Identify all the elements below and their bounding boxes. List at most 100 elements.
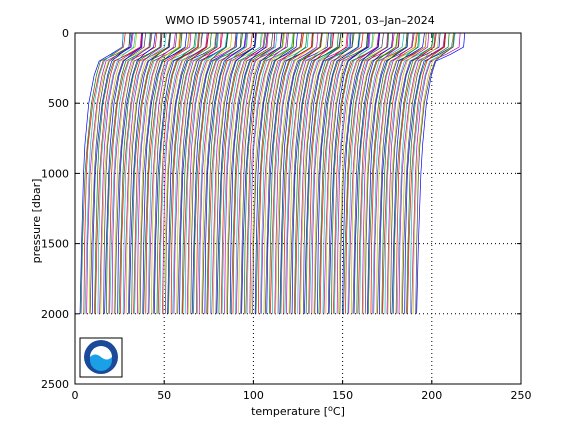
- profile-line: [361, 33, 400, 314]
- profile-line: [314, 33, 354, 314]
- profile-line: [148, 33, 192, 314]
- profile-line: [170, 33, 209, 314]
- profile-line: [283, 33, 323, 314]
- profile-line: [84, 33, 124, 314]
- profile-line: [83, 33, 126, 314]
- profile-line: [339, 33, 384, 314]
- logo-text: NOAA: [94, 348, 109, 354]
- profile-line: [117, 33, 156, 314]
- profile-line: [386, 33, 430, 314]
- profile-line: [254, 33, 298, 314]
- profile-line: [94, 33, 142, 314]
- y-tick-label: 500: [48, 97, 69, 110]
- profile-series: [79, 33, 466, 314]
- profile-line: [186, 33, 237, 314]
- profile-line: [80, 33, 132, 314]
- profile-line: [373, 33, 414, 314]
- x-axis-label: temperature [oC]: [251, 404, 345, 418]
- x-tick-label: 50: [157, 389, 171, 402]
- profile-line: [143, 33, 182, 314]
- profile-line: [250, 33, 294, 314]
- profile-line: [263, 33, 304, 314]
- profile-line: [139, 33, 190, 314]
- profile-line: [297, 33, 342, 314]
- profile-line: [291, 33, 342, 314]
- noaa-logo: NOAA: [79, 337, 123, 378]
- x-tick-label: 200: [421, 389, 442, 402]
- y-tick-label: 0: [62, 27, 69, 40]
- profile-line: [249, 33, 288, 314]
- profile-line: [162, 33, 208, 314]
- profile-line: [293, 33, 339, 314]
- profile-line: [288, 33, 328, 314]
- profile-line: [404, 33, 454, 314]
- profile-line: [177, 33, 218, 314]
- profile-line: [207, 33, 253, 314]
- chart-title: WMO ID 5905741, internal ID 7201, 03–Jan…: [165, 14, 435, 27]
- profile-line: [272, 33, 322, 314]
- profile-line: [319, 33, 364, 314]
- profile-line: [134, 33, 183, 314]
- profile-line: [176, 33, 217, 314]
- profile-line: [313, 33, 360, 314]
- y-tick-label: 1000: [41, 167, 69, 180]
- logo-water: [90, 354, 112, 371]
- profile-line: [309, 33, 351, 314]
- y-axis-label: pressure [dbar]: [30, 179, 43, 264]
- profile-line: [322, 33, 361, 314]
- profile-line: [227, 33, 274, 314]
- profile-line: [165, 33, 209, 314]
- profile-line: [308, 33, 348, 314]
- axes-box: [74, 32, 522, 385]
- profile-line: [302, 33, 342, 314]
- profile-line: [252, 33, 303, 314]
- profile-line: [79, 33, 124, 314]
- profile-line: [367, 33, 408, 314]
- profile-line: [195, 33, 237, 314]
- profile-line: [353, 33, 394, 314]
- profile-line: [416, 33, 466, 314]
- x-axis-label-suffix: C]: [333, 405, 345, 418]
- x-axis-label-prefix: temperature [: [251, 405, 328, 418]
- profile-line: [378, 33, 425, 314]
- profile-line: [406, 33, 450, 314]
- profile-line: [387, 33, 427, 314]
- profile-line: [381, 33, 420, 314]
- profile-line: [398, 33, 446, 314]
- y-tick-label: 1500: [41, 238, 69, 251]
- profile-line: [334, 33, 374, 314]
- profile-line: [91, 33, 133, 314]
- profile-line: [224, 33, 266, 314]
- profile-line: [156, 33, 196, 314]
- profile-line: [352, 33, 400, 314]
- profile-line: [157, 33, 199, 314]
- profile-line: [289, 33, 332, 314]
- profile-line: [348, 33, 389, 314]
- profile-line: [118, 33, 162, 314]
- profile-line: [328, 33, 370, 314]
- profile-line: [393, 33, 434, 314]
- profile-line: [196, 33, 237, 314]
- profile-line: [168, 33, 212, 314]
- x-tick-label: 250: [511, 389, 532, 402]
- profile-line: [206, 33, 256, 314]
- profile-line: [235, 33, 278, 314]
- profile-line: [241, 33, 282, 314]
- profile-line: [270, 33, 313, 314]
- profile-line: [401, 33, 440, 314]
- profile-line: [136, 33, 176, 314]
- profile-line: [338, 33, 388, 314]
- profile-line: [229, 33, 268, 314]
- profile-line: [367, 33, 409, 314]
- profile-line: [412, 33, 454, 314]
- grid-lines: [75, 33, 521, 384]
- profile-line: [153, 33, 203, 314]
- x-tick-label: 150: [332, 389, 353, 402]
- profile-line: [356, 33, 398, 314]
- x-axis-label-degree: o: [328, 404, 333, 413]
- profile-line: [255, 33, 295, 314]
- profile-line: [236, 33, 276, 314]
- profile-line: [122, 33, 167, 314]
- profile-line: [357, 33, 408, 314]
